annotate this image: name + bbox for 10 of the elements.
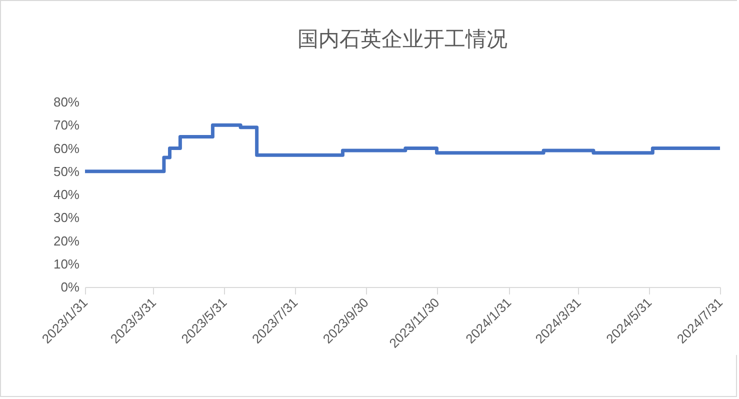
y-tick-label: 80%	[53, 94, 80, 110]
y-tick-label: 50%	[53, 164, 80, 179]
y-tick-label: 0%	[60, 280, 80, 294]
chart-title: 国内石英企业开工情况	[298, 27, 508, 51]
y-tick-label: 10%	[53, 256, 80, 272]
y-tick-label: 30%	[53, 210, 80, 226]
y-tick-label: 20%	[53, 233, 80, 248]
y-tick-label: 60%	[53, 140, 80, 156]
y-tick-label: 70%	[53, 118, 80, 133]
y-tick-label: 40%	[53, 187, 80, 202]
